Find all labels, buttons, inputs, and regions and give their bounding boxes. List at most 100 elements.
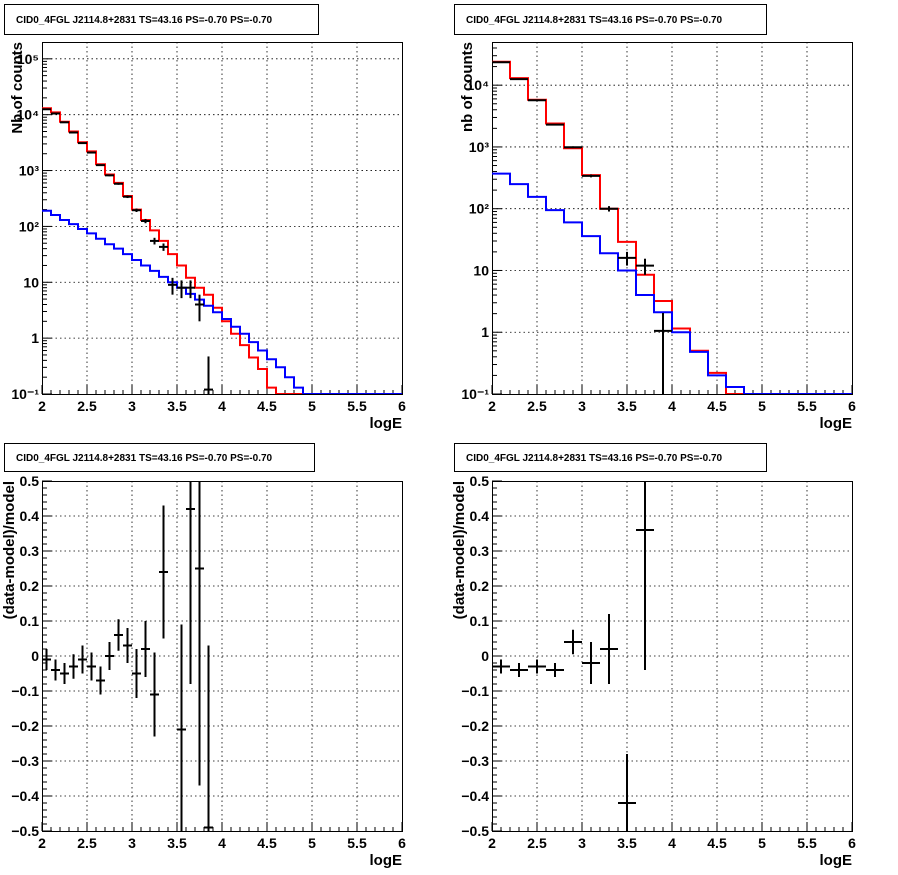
data-point [492,659,510,674]
data-point [87,151,96,154]
y-tick-label: 10⁻¹ [11,386,39,402]
data-point [195,294,204,322]
data-point [159,243,168,251]
plot-area [492,60,852,394]
data-point [150,237,159,245]
data-point [546,123,564,126]
x-axis-label: logE [820,415,853,432]
x-tick-label: 4.5 [257,398,277,414]
y-tick-label: −0.2 [11,718,39,734]
data-point [132,208,141,213]
x-tick-label: 4.5 [707,835,727,851]
chart-panel-2: CID0_4FGL J2114.8+2831 TS=43.16 PS=-0.70… [454,4,856,432]
y-tick-label: −0.4 [11,788,39,804]
data-point [600,614,618,684]
data-point [141,621,150,677]
data-point [654,312,672,394]
y-tick-label: −0.5 [11,823,39,839]
data-point [168,277,177,295]
x-tick-label: 2.5 [527,398,547,414]
y-axis-label: (data-model)/model [451,481,468,619]
data-point [618,754,636,831]
data-point [114,619,123,651]
x-tick-label: 3.5 [617,835,637,851]
x-tick-label: 5 [758,398,766,414]
data-point [177,280,186,299]
data-point [42,649,51,670]
x-tick-label: 4 [668,398,676,414]
data-point [159,505,168,639]
y-tick-label: 0 [481,648,489,664]
data-point [510,663,528,677]
plot-area [42,107,402,394]
x-tick-label: 6 [848,835,856,851]
x-tick-label: 5.5 [797,398,817,414]
y-tick-label: 10 [23,274,39,290]
x-tick-label: 3 [578,835,586,851]
y-axis-label: Nb of counts [9,42,26,134]
x-axis-label: logE [370,852,403,869]
x-tick-label: 2 [38,835,46,851]
y-tick-label: 0.5 [20,473,40,489]
x-tick-label: 5.5 [347,398,367,414]
y-tick-label: 10² [469,201,490,217]
y-tick-label: −0.3 [11,753,39,769]
chart-title: CID0_4FGL J2114.8+2831 TS=43.16 PS=-0.70… [16,453,273,464]
y-tick-label: 0.1 [470,613,490,629]
data-point [636,258,654,275]
y-tick-label: 0.4 [470,508,490,524]
plot-frame [42,481,403,832]
data-point [69,131,78,134]
y-axis-label: (data-model)/model [1,481,18,619]
y-tick-label: −0.5 [461,823,489,839]
data-point [177,624,186,831]
y-tick-label: 0.5 [470,473,490,489]
data-point [582,642,600,684]
data-point [186,481,195,684]
y-tick-label: −0.4 [461,788,489,804]
x-tick-label: 3 [578,398,586,414]
data-point [51,659,60,681]
y-tick-label: 0.4 [20,508,40,524]
x-tick-label: 5 [308,398,316,414]
y-tick-label: 0 [31,648,39,664]
y-tick-label: 10⁻¹ [461,386,489,402]
x-tick-label: 2.5 [77,835,97,851]
y-tick-label: 10³ [19,163,40,179]
data-point [195,481,204,786]
data-point [96,666,105,695]
y-tick-label: 0.1 [20,613,40,629]
data-point [123,628,132,663]
data-point [150,652,159,737]
data-point [186,280,195,299]
y-tick-label: 1 [481,324,489,340]
data-point [87,652,96,681]
data-point [564,629,582,655]
y-tick-label: 10⁴ [467,77,490,93]
x-tick-label: 6 [398,835,406,851]
y-tick-label: −0.1 [461,683,489,699]
y-tick-label: −0.3 [461,753,489,769]
chart-title-box [4,4,319,35]
x-tick-label: 5.5 [347,835,367,851]
x-tick-label: 3.5 [167,835,187,851]
data-point [528,659,546,674]
plot-area [42,481,213,831]
x-tick-label: 2 [488,835,496,851]
chart-panel-1: CID0_4FGL J2114.8+2831 TS=43.16 PS=-0.70… [4,4,406,432]
x-tick-label: 5 [308,835,316,851]
x-tick-label: 5.5 [797,835,817,851]
data-point [528,99,546,102]
chart-title-box [4,443,315,472]
y-tick-label: −0.1 [11,683,39,699]
x-tick-label: 3.5 [167,398,187,414]
data-point [582,174,600,178]
data-point [204,645,213,831]
x-axis-label: logE [370,415,403,432]
plot-frame [492,42,853,395]
y-tick-label: 0.2 [470,578,490,594]
data-point [123,195,132,199]
histogram-series-1 [42,107,402,394]
data-point [78,142,87,145]
y-tick-label: 0.2 [20,578,40,594]
